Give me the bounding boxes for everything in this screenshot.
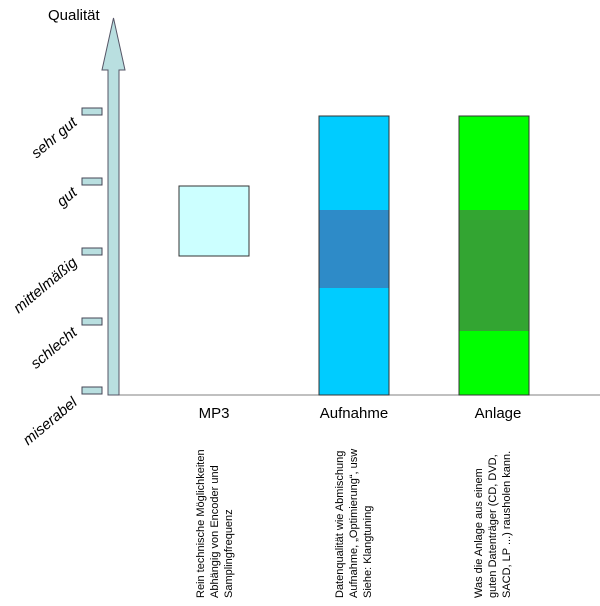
- mp3-note-line: Rein technische Möglichkeiten: [195, 449, 207, 598]
- level-label: gut: [54, 184, 82, 211]
- mp3-note-line: Abhängig von Encoder und: [209, 465, 221, 598]
- mp3-quality-bar: [178, 185, 250, 257]
- category-label-aufnahme: Aufnahme: [320, 405, 388, 422]
- aufnahme-note-line: Aufnahme, „Optimierung“, usw: [348, 449, 360, 598]
- quality-axis-arrow-icon: [101, 17, 126, 396]
- anlage-note-line: guten Datenträger (CD, DVD,: [487, 454, 499, 598]
- anlage-note-line: Was die Anlage aus einem: [473, 468, 485, 598]
- level-label: mittelmäßig: [10, 254, 81, 317]
- category-label-anlage: Anlage: [475, 405, 522, 422]
- category-label-mp3: MP3: [199, 405, 230, 422]
- axis-title: Qualität: [48, 7, 101, 24]
- anlage-note-line: SACD, LP ...) rausholen kann.: [501, 451, 513, 598]
- tick-mittelmaessig: [81, 247, 103, 256]
- aufnahme-note-line: Siehe: Klangtuning: [362, 506, 374, 598]
- tick-schlecht: [81, 317, 103, 326]
- aufnahme-note-line: Datenqualität wie Abmischung: [334, 451, 346, 598]
- aufnahme-core-range: [319, 210, 389, 288]
- tick-miserabel: [81, 386, 103, 395]
- level-label: sehr gut: [28, 114, 81, 162]
- axis-ticks: [81, 107, 103, 395]
- tick-sehr-gut: [81, 107, 103, 116]
- level-label: miserabel: [20, 394, 81, 449]
- tick-gut: [81, 177, 103, 186]
- anlage-core-range: [459, 210, 529, 331]
- level-label: schlecht: [27, 324, 81, 373]
- mp3-note-line: Samplingfrequenz: [223, 509, 235, 598]
